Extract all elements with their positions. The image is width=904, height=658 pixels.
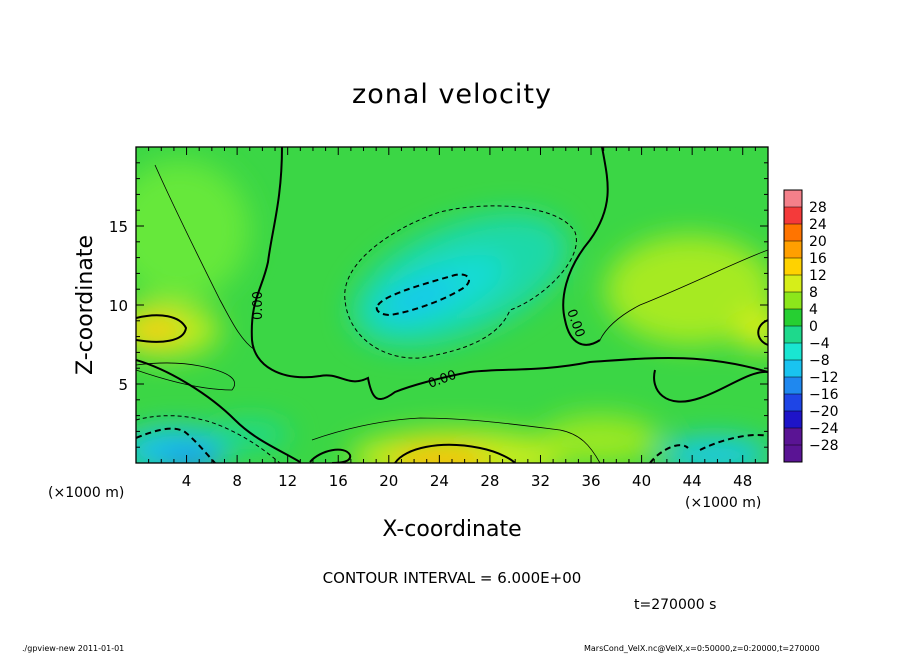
colorbar-swatch — [784, 326, 802, 344]
colorbar-label: 4 — [809, 302, 818, 318]
time-text: t=270000 s — [634, 597, 716, 613]
colorbar-swatch — [784, 309, 802, 327]
x-tick-label: 40 — [632, 472, 651, 490]
y-axis-label: Z-coordinate — [73, 235, 98, 375]
y-tick-label: 10 — [109, 297, 128, 315]
colorbar-swatch — [784, 275, 802, 293]
colorbar-label: 24 — [809, 217, 827, 233]
x-tick-label: 36 — [581, 472, 600, 490]
x-unit-right: (×1000 m) — [685, 495, 761, 511]
colorbar-label: −24 — [809, 421, 839, 437]
colorbar-label: −16 — [809, 387, 839, 403]
colorbar-label: 16 — [809, 251, 827, 267]
x-tick-label: 32 — [531, 472, 550, 490]
colorbar-swatch — [784, 292, 802, 310]
x-axis-ticks: 4 8 12 16 20 24 28 32 36 40 44 48 — [135, 147, 769, 490]
x-axis-label: X-coordinate — [382, 517, 521, 542]
colorbar-label: 8 — [809, 285, 818, 301]
x-tick-label: 20 — [379, 472, 398, 490]
colorbar-swatch — [784, 190, 802, 208]
x-tick-label: 12 — [278, 472, 297, 490]
colorbar-swatch — [784, 207, 802, 225]
contour-interval-text: CONTOUR INTERVAL = 6.000E+00 — [323, 569, 582, 587]
colorbar-label: 12 — [809, 268, 827, 284]
y-tick-label: 15 — [109, 218, 128, 236]
x-tick-label: 16 — [329, 472, 348, 490]
footer-left: ./gpview-new 2011-01-01 — [22, 644, 124, 653]
x-tick-label: 24 — [430, 472, 449, 490]
chart-title: zonal velocity — [352, 79, 552, 110]
colorbar-swatch — [784, 343, 802, 361]
x-tick-label: 28 — [480, 472, 499, 490]
colorbar-swatch — [784, 241, 802, 259]
colorbar-swatch — [784, 411, 802, 429]
y-tick-label: 5 — [118, 376, 128, 394]
colorbar-label: −28 — [809, 438, 839, 454]
contour-lines — [136, 147, 768, 463]
velocity-field: 0.00 0.00 0.00 — [136, 147, 768, 463]
x-tick-label: 8 — [232, 472, 242, 490]
contour-label-left: 0.00 — [251, 291, 266, 320]
colorbar-swatch — [784, 428, 802, 446]
colorbar-label: 0 — [809, 319, 818, 335]
colorbar-label: −4 — [809, 336, 830, 352]
x-unit-left: (×1000 m) — [48, 485, 124, 501]
colorbar-swatch — [784, 377, 802, 395]
colorbar-label: 20 — [809, 234, 827, 250]
colorbar-label: −12 — [809, 370, 839, 386]
colorbar-label: −8 — [809, 353, 830, 369]
colorbar-label: 28 — [809, 200, 827, 216]
x-tick-label: 48 — [733, 472, 752, 490]
colorbar-swatch — [784, 360, 802, 378]
y-axis-ticks: 5 10 15 — [109, 146, 768, 464]
footer-right: MarsCond_VelX.nc@VelX,x=0:50000,z=0:2000… — [584, 644, 820, 653]
colorbar-swatch — [784, 394, 802, 412]
colorbar-swatch — [784, 224, 802, 242]
colorbar-label: −20 — [809, 404, 839, 420]
colorbar-swatch — [784, 258, 802, 276]
x-tick-label: 44 — [683, 472, 702, 490]
x-tick-label: 4 — [182, 472, 192, 490]
colorbar-swatch — [784, 445, 802, 462]
